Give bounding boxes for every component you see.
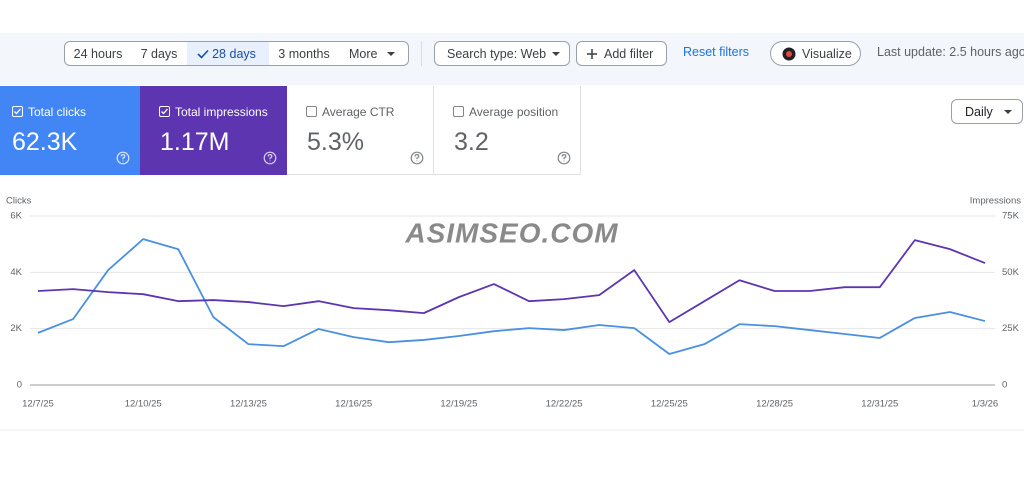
check-icon bbox=[197, 49, 209, 59]
y2-tick-label: 75K bbox=[1002, 211, 1020, 222]
x-tick-label: 12/31/25 bbox=[861, 399, 898, 410]
x-tick-label: 12/28/25 bbox=[756, 399, 793, 410]
range-24h[interactable]: 24 hours bbox=[64, 41, 132, 66]
x-tick-label: 1/3/26 bbox=[972, 399, 998, 410]
series-line bbox=[37, 239, 986, 324]
y2-tick-label: 25K bbox=[1002, 323, 1020, 334]
granularity-label: Daily bbox=[965, 105, 993, 119]
caret bbox=[552, 52, 560, 56]
caret bbox=[1004, 110, 1012, 114]
y2-axis-title: Impressions bbox=[970, 196, 1021, 207]
plus-icon bbox=[587, 49, 597, 59]
series-line bbox=[37, 238, 986, 355]
x-tick-label: 12/13/25 bbox=[230, 399, 267, 410]
y2-tick-label: 0 bbox=[1002, 380, 1007, 391]
add-filter-label: Add filter bbox=[604, 47, 654, 61]
range-label: 28 days bbox=[212, 47, 256, 61]
help-icon bbox=[410, 151, 424, 165]
y-tick-label: 0 bbox=[17, 380, 22, 391]
y-tick-label: 2K bbox=[10, 323, 22, 334]
visualize-icon bbox=[782, 47, 796, 61]
search-type-label: Search type: Web bbox=[447, 47, 547, 61]
y-tick-label: 6K bbox=[10, 211, 22, 222]
help-icon bbox=[263, 151, 277, 165]
x-tick-label: 12/22/25 bbox=[546, 399, 583, 410]
add-filter[interactable]: Add filter bbox=[576, 41, 667, 66]
metric-value: 3.2 bbox=[454, 128, 489, 156]
range-label: 3 months bbox=[278, 47, 330, 61]
range-label: More bbox=[349, 47, 378, 61]
metric-card[interactable]: Average CTR 5.3% bbox=[287, 86, 434, 175]
metric-label: Total impressions bbox=[175, 105, 268, 119]
metric-card[interactable]: Average position 3.2 bbox=[433, 86, 581, 175]
checkbox bbox=[12, 106, 23, 117]
visualize-label: Visualize bbox=[802, 47, 852, 61]
metric-value: 62.3K bbox=[12, 128, 78, 156]
y-axis-title: Clicks bbox=[6, 196, 32, 207]
help-icon bbox=[557, 151, 571, 165]
divider bbox=[421, 41, 422, 66]
y2-tick-label: 50K bbox=[1002, 267, 1020, 278]
help-icon bbox=[116, 151, 130, 165]
y-tick-label: 4K bbox=[10, 267, 22, 278]
checkbox bbox=[159, 106, 170, 117]
range-more[interactable]: More bbox=[339, 41, 409, 66]
metric-value: 5.3% bbox=[307, 128, 364, 156]
x-tick-label: 12/7/25 bbox=[22, 399, 54, 410]
caret bbox=[387, 52, 395, 56]
visualize[interactable]: Visualize bbox=[770, 41, 861, 66]
x-tick-label: 12/25/25 bbox=[651, 399, 688, 410]
x-tick-label: 12/10/25 bbox=[125, 399, 162, 410]
x-tick-label: 12/19/25 bbox=[440, 399, 477, 410]
range-label: 24 hours bbox=[73, 47, 123, 61]
checkbox bbox=[453, 106, 464, 117]
search-type[interactable]: Search type: Web bbox=[434, 41, 570, 66]
metric-card[interactable]: Total impressions 1.17M bbox=[140, 86, 287, 175]
checkbox bbox=[306, 106, 317, 117]
reset-filters[interactable]: Reset filters bbox=[683, 45, 749, 59]
metric-label: Average position bbox=[469, 105, 559, 119]
granularity[interactable]: Daily bbox=[951, 99, 1023, 124]
metric-value: 1.17M bbox=[160, 128, 230, 156]
metric-label: Average CTR bbox=[322, 105, 395, 119]
metric-label: Total clicks bbox=[28, 105, 87, 119]
range-label: 7 days bbox=[140, 47, 178, 61]
range-3m[interactable]: 3 months bbox=[269, 41, 340, 66]
metric-card[interactable]: Total clicks 62.3K bbox=[0, 86, 140, 175]
last-update: Last update: 2.5 hours ago bbox=[877, 45, 1024, 59]
watermark: ASIMSEO.COM bbox=[404, 217, 618, 248]
range-28d[interactable]: 28 days bbox=[187, 41, 270, 66]
x-tick-label: 12/16/25 bbox=[335, 399, 372, 410]
